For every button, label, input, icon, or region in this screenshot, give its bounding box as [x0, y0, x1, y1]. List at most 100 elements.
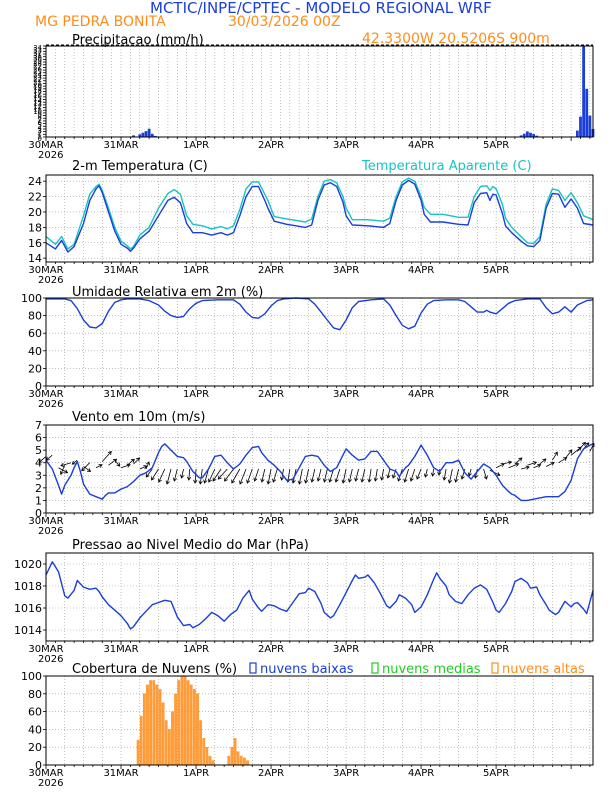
wind-arrow-head: [193, 479, 198, 484]
cloud-bar-nuvens-altas: [193, 689, 196, 766]
wind-arrow-head: [145, 461, 150, 466]
wind-arrow-head: [81, 467, 86, 472]
x-tick-label: 4APR: [408, 389, 434, 400]
y-tick-label: 4: [35, 457, 42, 470]
wind-arrow-head: [266, 480, 271, 485]
wind-arrow-head: [297, 480, 302, 485]
wind-arrow-shaft: [564, 449, 573, 460]
panel-frame: [45, 675, 594, 766]
wind-arrow-head: [518, 457, 523, 462]
wind-arrow-head: [126, 463, 131, 468]
precip-bar: [532, 134, 536, 137]
y-tick-label: 25: [33, 68, 42, 76]
wind-arrow-shaft: [139, 465, 147, 470]
wind-arrow-head: [143, 465, 148, 470]
series-line-temperatura: [45, 179, 594, 253]
y-tick-label: 34: [33, 44, 42, 52]
y-tick-label: 100: [21, 292, 42, 305]
legend-label: nuvens altas: [502, 662, 585, 677]
wind-arrow-shaft: [133, 457, 140, 465]
panel-6: 0 20 40 60 80 100 30MAR 31MAR 1APR 2APR 3APR 4APR 5A…: [21, 662, 594, 789]
wind-arrow-head: [60, 462, 65, 467]
wind-arrow-head: [367, 478, 372, 483]
wind-arrow-shaft: [404, 468, 409, 483]
y-tick-label: 27: [33, 63, 42, 71]
wind-arrow-shaft: [455, 468, 459, 483]
wind-arrow-head: [423, 473, 429, 478]
y-tick-label: 31: [33, 52, 42, 60]
y-tick-label: 3: [38, 127, 42, 135]
panel-1: 0123456789101112131415161718192021222324…: [28, 33, 595, 161]
legend-label: Temperatura Aparente (C): [361, 159, 532, 174]
wind-arrow-head: [130, 458, 135, 463]
wind-arrow-shaft: [342, 468, 347, 484]
x-axis-year: 2026: [38, 778, 63, 789]
x-tick-label: 5APR: [483, 389, 509, 400]
wind-arrow-shaft: [45, 454, 53, 461]
panel-5: 1014 1016 1018 1020 30MAR 31MAR 1APR 2APR 3APR 4A…: [14, 538, 594, 665]
panel-frame: [45, 552, 594, 642]
y-tick-label: 40: [28, 345, 42, 358]
wind-arrow-shaft: [552, 451, 558, 461]
cloud-bar-nuvens-altas: [161, 702, 165, 766]
y-tick-label: 0: [35, 507, 42, 520]
wind-arrow-shaft: [317, 468, 322, 482]
wind-arrow-shaft: [101, 451, 112, 462]
cloud-bar-nuvens-altas: [233, 738, 237, 766]
x-tick-label: 5APR: [483, 140, 509, 151]
wind-arrow-shaft: [246, 468, 253, 484]
precip-bar: [588, 115, 592, 137]
wind-arrow-head: [116, 462, 121, 467]
x-tick-label: 2APR: [258, 516, 284, 527]
x-tick-label: 30MAR: [28, 265, 63, 276]
x-tick-label: 1APR: [183, 768, 209, 779]
x-tick-label: 1APR: [183, 389, 209, 400]
x-tick-label: 4APR: [408, 768, 434, 779]
wind-arrow-shaft: [95, 464, 103, 469]
wind-arrow-head: [198, 480, 203, 485]
wind-arrow-shaft: [212, 468, 222, 482]
wind-arrow-head: [136, 457, 141, 462]
panel-title: Pressao ao Nivel Medio do Mar (hPa): [72, 538, 309, 553]
x-tick-label: 31MAR: [103, 516, 138, 527]
wind-arrow-shaft: [81, 462, 91, 471]
wind-arrow-shaft: [194, 468, 197, 484]
wind-arrow-head: [151, 476, 155, 481]
cloud-bar-nuvens-altas: [205, 747, 209, 766]
wind-arrow-shaft: [416, 468, 422, 480]
wind-arrow-head: [379, 476, 385, 481]
wind-arrow-head: [360, 478, 365, 483]
y-tick-label: 2: [38, 130, 42, 138]
y-tick-label: 24: [33, 71, 42, 79]
wind-arrow-shaft: [166, 468, 172, 485]
legend-swatch: [371, 662, 379, 674]
y-tick-label: 18: [28, 221, 42, 234]
precip-bar: [529, 132, 532, 137]
x-tick-label: 5APR: [483, 265, 509, 276]
wind-arrow-shaft: [181, 468, 184, 479]
y-tick-label: 12: [33, 103, 42, 111]
wind-arrow-head: [86, 468, 92, 472]
wind-arrow-head: [231, 479, 236, 484]
panel-2: 14 16 18 20 22 24 30MAR 31MAR 1APR 2APR 3APR 4APR 5A…: [28, 159, 594, 286]
wind-arrow-head: [397, 477, 402, 482]
wind-arrow-head: [186, 476, 192, 481]
y-tick-label: 28: [33, 60, 42, 68]
wind-arrow-shaft: [495, 463, 505, 469]
legend-label: nuvens medias: [382, 662, 481, 677]
panel-title: 2-m Temperatura (C): [72, 159, 208, 174]
wind-arrow-head: [253, 477, 258, 482]
x-tick-label: 1APR: [183, 140, 209, 151]
y-tick-label: 16: [33, 92, 42, 100]
x-tick-label: 30MAR: [28, 140, 63, 151]
x-tick-label: 2APR: [258, 389, 284, 400]
wind-arrow-head: [437, 471, 442, 476]
y-tick-label: 0: [35, 759, 42, 772]
wind-arrow-shaft: [199, 468, 203, 485]
wind-arrow-head: [416, 475, 421, 480]
wind-arrow-shaft: [514, 457, 523, 465]
wind-arrow-shaft: [448, 468, 453, 484]
wind-arrow-shaft: [208, 468, 216, 483]
cloud-bar-nuvens-altas: [158, 689, 162, 766]
